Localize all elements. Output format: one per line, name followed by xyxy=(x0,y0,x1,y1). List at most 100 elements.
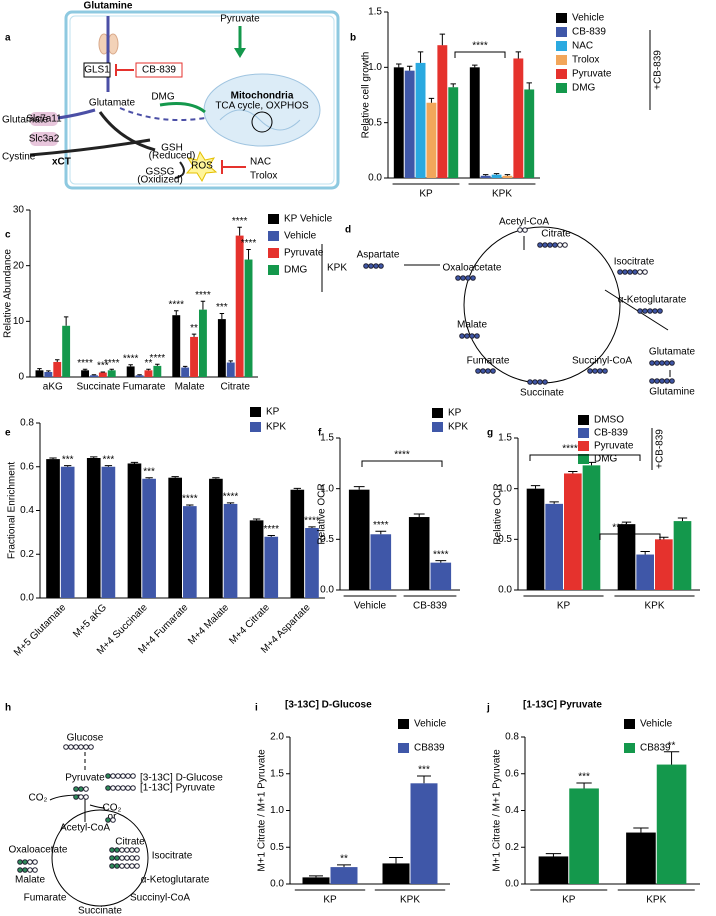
carbon-dot xyxy=(73,794,79,800)
significance-bracket xyxy=(454,51,506,58)
error-bar xyxy=(576,782,592,789)
diagram-label: GLS1 xyxy=(84,65,110,76)
carbon-dot xyxy=(105,817,111,823)
y-tick-label: 0.5 xyxy=(270,842,284,853)
significance-bracket-label: **** xyxy=(394,450,410,461)
diagram-label: xCT xyxy=(52,157,71,168)
carbon-dot xyxy=(474,333,480,339)
bar xyxy=(144,370,153,377)
legend-label: Trolox xyxy=(572,55,599,66)
carbon-dot xyxy=(120,785,126,791)
diagram-label: Oxaloacetate xyxy=(443,263,502,274)
error-bar xyxy=(504,174,511,176)
bar xyxy=(426,102,437,178)
diagram-label: Acetyl-CoA xyxy=(499,217,549,228)
carbon-dot xyxy=(124,855,130,861)
bar xyxy=(524,89,535,178)
diagram-label: Isocitrate xyxy=(614,257,655,268)
carbon-dot xyxy=(114,847,120,853)
legend-swatch xyxy=(578,454,589,464)
carbon-dot xyxy=(125,785,131,791)
bar xyxy=(582,465,601,590)
bar xyxy=(86,458,101,598)
bar xyxy=(302,877,330,884)
panel-label: c xyxy=(5,230,11,241)
diagram-label: Malate xyxy=(15,875,45,886)
x-tick-label: Fumarate xyxy=(123,382,166,393)
carbon-dot xyxy=(32,859,38,865)
x-tick-label: Citrate xyxy=(220,382,250,393)
carbon-dot xyxy=(480,368,486,374)
carbon-dot xyxy=(469,333,475,339)
bar xyxy=(35,370,44,377)
y-tick-label: 1.0 xyxy=(498,483,512,494)
error-bar xyxy=(137,374,142,376)
error-bar xyxy=(91,374,97,376)
carbon-dot xyxy=(542,242,548,248)
diagram-a-shapes xyxy=(29,10,340,190)
bar xyxy=(480,175,491,178)
diagram-label: Slc7a11 xyxy=(26,114,62,125)
carbon-dot xyxy=(378,263,384,269)
error-bar xyxy=(568,470,578,474)
y-axis-label: M+1 Citrate / M+1 Pyruvate xyxy=(492,749,503,872)
y-axis-label: Relative OCR xyxy=(493,483,504,544)
bar xyxy=(502,175,513,178)
carbon-dot xyxy=(542,379,548,385)
chart-title: [1-13C] Pyruvate xyxy=(523,700,602,711)
significance: **** xyxy=(182,494,198,505)
significance: ** xyxy=(190,323,198,334)
carbon-dot xyxy=(654,360,660,366)
significance: **** xyxy=(104,358,120,369)
carbon-dot xyxy=(637,308,643,314)
y-tick-label: 0.5 xyxy=(368,117,382,128)
error-bar xyxy=(186,504,194,507)
error-bar xyxy=(472,64,478,68)
y-tick-label: 1.0 xyxy=(320,483,334,494)
x-tick-label: KP xyxy=(557,601,571,612)
bar xyxy=(513,58,524,179)
diagram-label: Pyruvate xyxy=(65,773,105,784)
significance: **** xyxy=(241,238,257,249)
bar xyxy=(153,365,162,377)
panel-label: i xyxy=(255,703,258,714)
carbon-dot xyxy=(134,847,140,853)
carbon-dot xyxy=(105,773,111,779)
error-bar xyxy=(128,364,133,367)
significance: *** xyxy=(62,454,74,465)
bar xyxy=(393,67,404,178)
carbon-dot xyxy=(110,817,116,823)
error-bar xyxy=(46,370,51,372)
diagram-label: Succinyl-CoA xyxy=(130,893,190,904)
legend-label: KPK xyxy=(266,422,286,433)
significance-bracket xyxy=(361,460,443,467)
error-bar xyxy=(482,174,489,176)
carbon-dot xyxy=(134,863,140,869)
y-tick-label: 0.0 xyxy=(20,593,34,604)
error-bar xyxy=(200,300,206,310)
y-tick-label: 0 xyxy=(18,372,24,383)
bar xyxy=(60,466,75,598)
carbon-dot xyxy=(642,308,648,314)
significance-bracket xyxy=(599,533,661,540)
bar xyxy=(81,370,90,377)
significance: **** xyxy=(433,549,449,560)
bar xyxy=(408,517,430,590)
diagram-label: Glutamate xyxy=(89,98,136,109)
diagram-label: Glutamate xyxy=(649,347,696,358)
legend-swatch xyxy=(556,41,567,51)
carbon-dot xyxy=(68,744,74,750)
significance: **** xyxy=(263,524,279,535)
diagram-label: CO₂ xyxy=(103,803,122,814)
bar xyxy=(569,788,599,884)
carbon-dot xyxy=(647,308,653,314)
y-tick-label: 1.5 xyxy=(270,768,284,779)
carbon-dot xyxy=(527,379,533,385)
x-tick-label: M+4 Citrate xyxy=(227,602,272,647)
diagram-label: [1-13C] Pyruvate xyxy=(140,783,215,794)
carbon-dot xyxy=(73,786,79,792)
panel-label: b xyxy=(350,33,356,44)
carbon-dot xyxy=(109,855,115,861)
legend-swatch xyxy=(578,441,589,451)
carbon-dot xyxy=(617,269,623,275)
